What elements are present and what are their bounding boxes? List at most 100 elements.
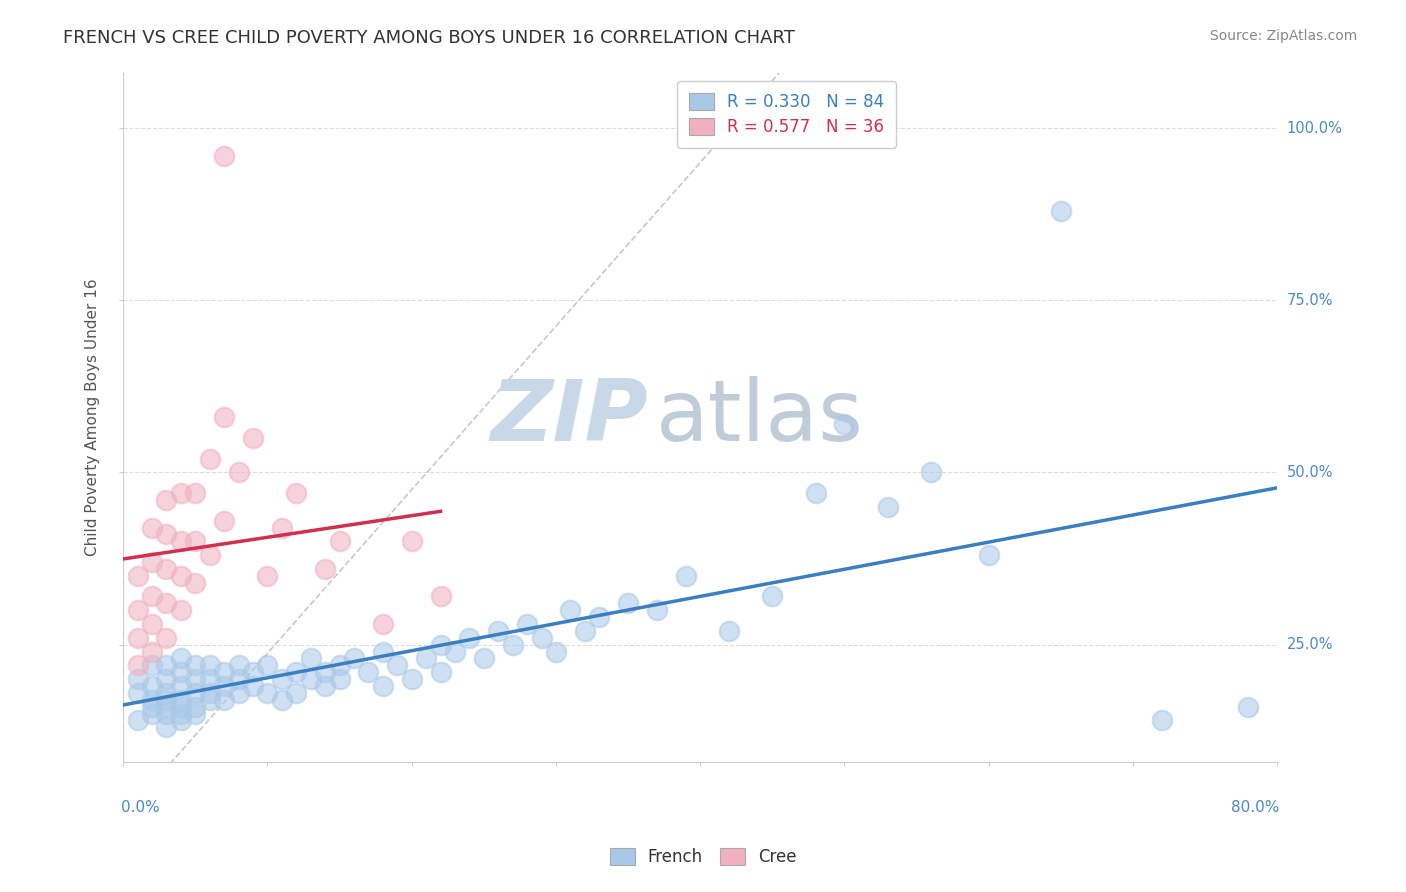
- Point: [1237, 699, 1260, 714]
- Point: [804, 486, 827, 500]
- Point: [198, 686, 221, 700]
- Point: [920, 466, 942, 480]
- Text: 100.0%: 100.0%: [1286, 120, 1343, 136]
- Point: [415, 651, 437, 665]
- Point: [560, 603, 582, 617]
- Point: [472, 651, 495, 665]
- Point: [343, 651, 366, 665]
- Point: [212, 148, 235, 162]
- Point: [371, 644, 394, 658]
- Y-axis label: Child Poverty Among Boys Under 16: Child Poverty Among Boys Under 16: [86, 278, 100, 557]
- Point: [429, 590, 451, 604]
- Point: [141, 644, 163, 658]
- Point: [429, 665, 451, 680]
- Point: [184, 534, 207, 549]
- Point: [1049, 203, 1071, 218]
- Legend: R = 0.330   N = 84, R = 0.577   N = 36: R = 0.330 N = 84, R = 0.577 N = 36: [678, 81, 896, 148]
- Point: [1150, 714, 1173, 728]
- Point: [127, 672, 149, 686]
- Point: [228, 672, 250, 686]
- Point: [242, 665, 264, 680]
- Point: [270, 672, 292, 686]
- Point: [127, 569, 149, 583]
- Point: [718, 624, 741, 638]
- Point: [212, 410, 235, 425]
- Point: [170, 651, 193, 665]
- Text: atlas: atlas: [657, 376, 865, 458]
- Point: [314, 679, 336, 693]
- Point: [617, 596, 640, 610]
- Point: [155, 493, 177, 508]
- Point: [170, 665, 193, 680]
- Text: 0.0%: 0.0%: [121, 799, 160, 814]
- Point: [198, 451, 221, 466]
- Point: [486, 624, 509, 638]
- Point: [184, 575, 207, 590]
- Point: [170, 706, 193, 721]
- Text: 50.0%: 50.0%: [1286, 465, 1333, 480]
- Point: [127, 658, 149, 673]
- Point: [141, 520, 163, 534]
- Point: [170, 679, 193, 693]
- Point: [141, 693, 163, 707]
- Point: [155, 686, 177, 700]
- Point: [184, 658, 207, 673]
- Point: [141, 617, 163, 632]
- Point: [242, 679, 264, 693]
- Point: [371, 617, 394, 632]
- Point: [170, 699, 193, 714]
- Point: [155, 720, 177, 734]
- Point: [228, 686, 250, 700]
- Point: [198, 658, 221, 673]
- Point: [212, 514, 235, 528]
- Point: [141, 679, 163, 693]
- Text: FRENCH VS CREE CHILD POVERTY AMONG BOYS UNDER 16 CORRELATION CHART: FRENCH VS CREE CHILD POVERTY AMONG BOYS …: [63, 29, 796, 46]
- Point: [256, 686, 278, 700]
- Point: [544, 644, 567, 658]
- Point: [228, 466, 250, 480]
- Point: [270, 520, 292, 534]
- Point: [329, 672, 352, 686]
- Point: [299, 651, 322, 665]
- Point: [256, 658, 278, 673]
- Point: [761, 590, 783, 604]
- Point: [270, 693, 292, 707]
- Point: [155, 596, 177, 610]
- Point: [314, 562, 336, 576]
- Point: [645, 603, 668, 617]
- Point: [834, 417, 856, 432]
- Point: [212, 679, 235, 693]
- Point: [155, 699, 177, 714]
- Point: [357, 665, 380, 680]
- Point: [170, 714, 193, 728]
- Point: [329, 534, 352, 549]
- Point: [502, 638, 524, 652]
- Point: [141, 590, 163, 604]
- Text: 25.0%: 25.0%: [1286, 637, 1333, 652]
- Text: 80.0%: 80.0%: [1232, 799, 1279, 814]
- Point: [228, 658, 250, 673]
- Text: 75.0%: 75.0%: [1286, 293, 1333, 308]
- Text: Source: ZipAtlas.com: Source: ZipAtlas.com: [1209, 29, 1357, 43]
- Point: [127, 714, 149, 728]
- Point: [458, 631, 481, 645]
- Point: [299, 672, 322, 686]
- Point: [155, 672, 177, 686]
- Point: [170, 569, 193, 583]
- Point: [184, 672, 207, 686]
- Point: [141, 658, 163, 673]
- Point: [401, 672, 423, 686]
- Point: [170, 534, 193, 549]
- Point: [127, 631, 149, 645]
- Point: [387, 658, 409, 673]
- Point: [141, 706, 163, 721]
- Point: [530, 631, 553, 645]
- Point: [141, 699, 163, 714]
- Point: [155, 706, 177, 721]
- Legend: French, Cree: French, Cree: [603, 841, 803, 873]
- Point: [977, 548, 1000, 562]
- Point: [155, 693, 177, 707]
- Text: ZIP: ZIP: [491, 376, 648, 458]
- Point: [155, 527, 177, 541]
- Point: [574, 624, 596, 638]
